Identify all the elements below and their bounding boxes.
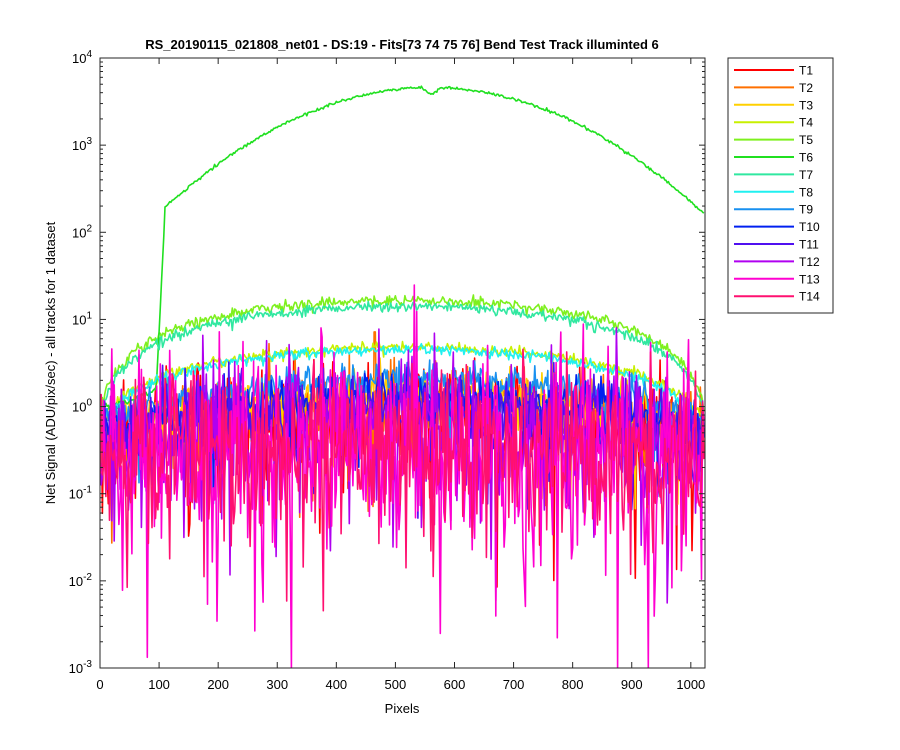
x-tick-label: 300 [266, 677, 288, 692]
y-tick-base: 10 [72, 400, 86, 415]
y-tick-base: 10 [69, 661, 83, 676]
x-tick-label: 1000 [676, 677, 705, 692]
series-line-t8 [100, 342, 705, 427]
legend-label-t13: T13 [799, 272, 820, 286]
x-tick-label: 600 [444, 677, 466, 692]
y-tick-exponent: -3 [83, 659, 92, 670]
legend-label-t14: T14 [799, 290, 820, 304]
legend-label-t7: T7 [799, 168, 813, 182]
legend-label-t9: T9 [799, 203, 813, 217]
y-tick-label: 104 [72, 49, 92, 66]
y-tick-base: 10 [72, 225, 86, 240]
y-tick-exponent: -1 [83, 485, 92, 496]
legend-label-t10: T10 [799, 220, 820, 234]
y-tick-exponent: 0 [86, 398, 92, 409]
y-tick-label: 10-3 [69, 659, 93, 676]
plot-background [100, 58, 705, 668]
series-line-t14 [100, 348, 705, 612]
y-tick-base: 10 [69, 487, 83, 502]
y-tick-exponent: -2 [83, 572, 92, 583]
legend-label-t6: T6 [799, 151, 813, 165]
x-axis-label: Pixels [385, 701, 420, 716]
y-tick-exponent: 2 [86, 223, 92, 234]
y-tick-label: 10-1 [69, 485, 93, 502]
y-tick-exponent: 4 [86, 49, 92, 60]
x-tick-label: 0 [96, 677, 103, 692]
y-tick-label: 101 [72, 310, 92, 327]
y-tick-exponent: 1 [86, 310, 92, 321]
x-tick-label: 200 [207, 677, 229, 692]
x-tick-label: 900 [621, 677, 643, 692]
legend-label-t5: T5 [799, 133, 813, 147]
plot-area: 0 100 200 300 400 500 600 700 800 900 1000 1041031… [69, 49, 706, 692]
legend-label-t4: T4 [799, 116, 813, 130]
legend-label-t12: T12 [799, 255, 820, 269]
legend-label-t3: T3 [799, 98, 813, 112]
legend-label-t8: T8 [799, 185, 813, 199]
y-tick-label: 103 [72, 136, 92, 153]
legend-label-t2: T2 [799, 81, 813, 95]
y-tick-base: 10 [69, 574, 83, 589]
y-tick-base: 10 [72, 138, 86, 153]
series-line-t6 [100, 85, 705, 411]
legend: T1 T2 T3 T4 T5 T6 T7 T8 T9 T10 T11 T12 T13 T14 [727, 57, 834, 314]
x-tick-label: 400 [325, 677, 347, 692]
y-tick-label: 10-2 [69, 572, 93, 589]
series-layer [100, 85, 705, 668]
y-axis-label: Net Signal (ADU/pix/sec) - all tracks fo… [43, 221, 58, 504]
series-line-t7 [100, 300, 704, 418]
y-tick-base: 10 [72, 312, 86, 327]
chart-title: RS_20190115_021808_net01 - DS:19 - Fits[… [145, 37, 659, 52]
y-tick-exponent: 3 [86, 136, 92, 147]
y-tick-label: 102 [72, 223, 92, 240]
y-tick-base: 10 [72, 51, 86, 66]
x-tick-label: 100 [148, 677, 170, 692]
plot-frame [99, 57, 706, 669]
legend-label-t1: T1 [799, 64, 813, 78]
legend-box [727, 57, 834, 314]
x-tick-label: 700 [503, 677, 525, 692]
legend-label-t11: T11 [799, 238, 819, 252]
x-axis: 0 100 200 300 400 500 600 700 800 900 1000 [96, 58, 705, 692]
x-tick-label: 500 [385, 677, 407, 692]
y-tick-label: 100 [72, 398, 92, 415]
x-tick-label: 800 [562, 677, 584, 692]
